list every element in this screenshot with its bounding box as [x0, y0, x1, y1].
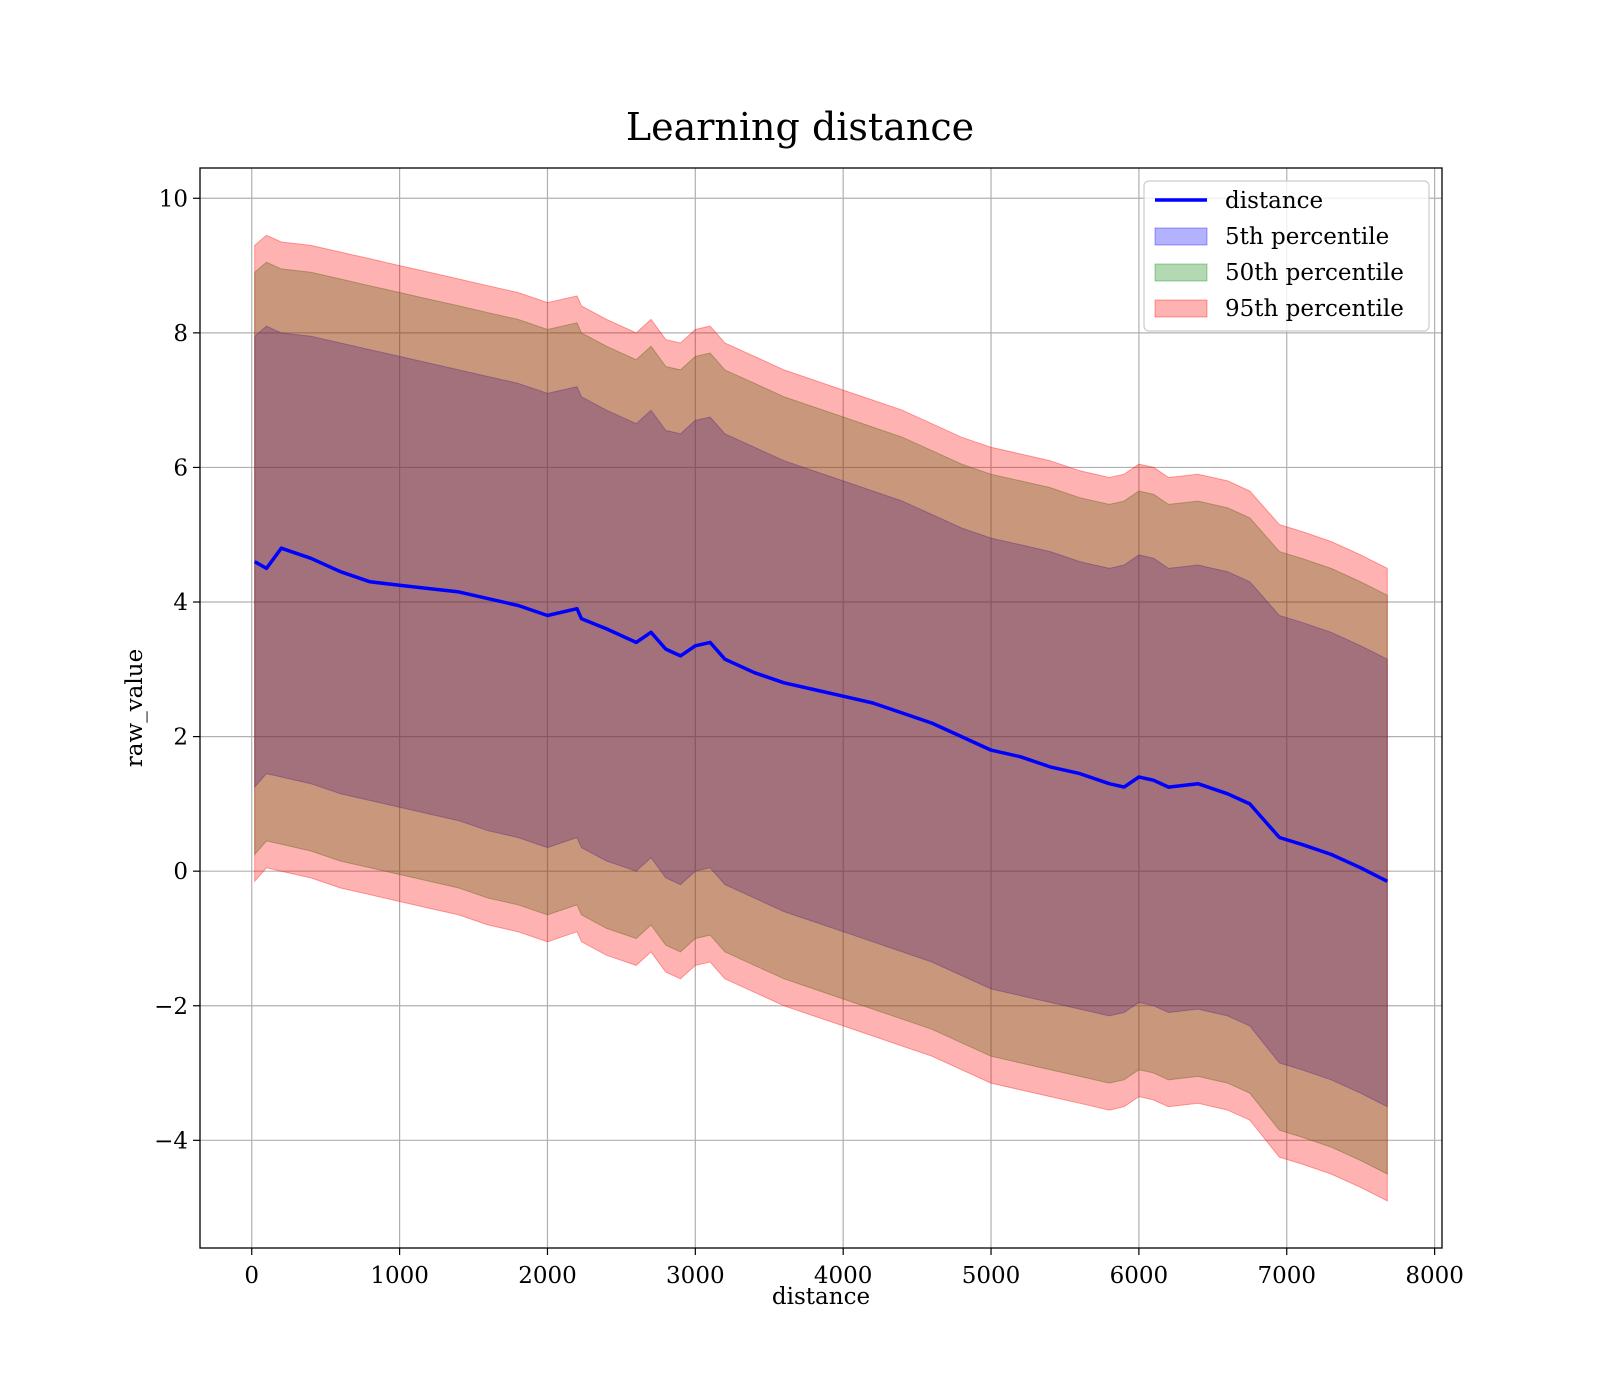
y-tick-label: 4	[173, 590, 188, 616]
band-95th-percentile	[254, 234, 1388, 1202]
legend-swatch-95th-percentile	[1154, 299, 1208, 318]
band-5th-percentile	[254, 325, 1388, 1108]
x-tick-label: 4000	[814, 1263, 873, 1289]
y-axis-label: raw_value	[122, 649, 148, 767]
distance-line-layer	[253, 546, 1389, 883]
legend-swatch-5th-percentile	[1154, 227, 1208, 246]
x-tick-label: 8000	[1405, 1263, 1464, 1289]
line-distance	[253, 546, 1389, 883]
legend-box	[1143, 180, 1430, 332]
grid	[200, 168, 1442, 1248]
x-tick-label: 5000	[962, 1263, 1021, 1289]
legend: distance 5th percentile 50th percentile …	[1143, 180, 1430, 332]
band-50th-percentile	[254, 261, 1388, 1175]
x-axis-label: distance	[772, 1284, 870, 1310]
y-tick-label: 8	[173, 321, 188, 347]
percentile-bands	[254, 234, 1388, 1202]
x-tick-label: 7000	[1257, 1263, 1316, 1289]
x-tick-label: 2000	[518, 1263, 577, 1289]
y-tick-label: 6	[173, 455, 188, 481]
legend-label-95th-percentile: 95th percentile	[1225, 296, 1404, 322]
y-tick-label: −2	[154, 994, 188, 1020]
x-tick-label: 3000	[666, 1263, 725, 1289]
legend-label-5th-percentile: 5th percentile	[1225, 224, 1389, 250]
plot-frame	[199, 167, 1443, 1249]
x-tick-label: 1000	[370, 1263, 429, 1289]
legend-label-distance: distance	[1225, 188, 1323, 214]
chart-title: Learning distance	[626, 105, 974, 149]
x-tick-label: 0	[244, 1263, 259, 1289]
y-tick-label: 0	[173, 859, 188, 885]
x-tick-label: 6000	[1110, 1263, 1169, 1289]
y-axis-ticks: −4 −2 0 2 4 6 8 10	[154, 186, 200, 1154]
y-tick-label: 2	[173, 725, 188, 751]
y-tick-label: 10	[159, 186, 188, 212]
y-tick-label: −4	[154, 1128, 188, 1154]
legend-label-50th-percentile: 50th percentile	[1225, 260, 1404, 286]
x-axis-ticks: 0 1000 2000 3000 4000 5000 6000 7000 8000	[244, 1248, 1464, 1289]
legend-swatch-50th-percentile	[1154, 263, 1208, 282]
